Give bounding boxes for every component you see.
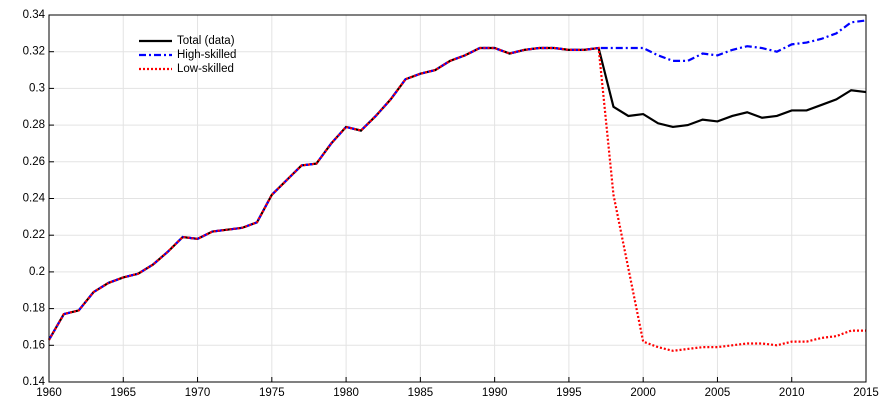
y-tick-label: 0.3 — [29, 82, 45, 94]
x-tick-label: 2000 — [630, 387, 656, 399]
series-line — [48, 46, 866, 352]
legend-label: Low-skilled — [177, 63, 234, 75]
y-tick-label: 0.18 — [23, 303, 45, 315]
x-tick-label: 2010 — [779, 387, 805, 399]
y-tick-label: 0.14 — [23, 376, 46, 388]
x-tick-label: 1975 — [259, 387, 285, 399]
x-tick-label: 1965 — [110, 387, 136, 399]
y-tick-label: 0.34 — [23, 9, 46, 21]
x-tick-label: 1995 — [556, 387, 582, 399]
x-tick-label: 1960 — [36, 387, 62, 399]
y-tick-label: 0.32 — [23, 46, 45, 58]
legend-label: High-skilled — [177, 49, 236, 61]
y-tick-label: 0.24 — [23, 193, 46, 205]
x-tick-label: 1980 — [333, 387, 359, 399]
y-tick-label: 0.22 — [23, 229, 45, 241]
x-tick-label: 1990 — [482, 387, 508, 399]
legend: Total (data) High-skilled Low-skilled — [139, 35, 236, 75]
series-line — [48, 46, 867, 341]
series-line — [48, 19, 867, 341]
x-tick-label: 2005 — [705, 387, 731, 399]
y-tick-label: 0.16 — [23, 339, 45, 351]
x-tick-label: 1985 — [408, 387, 434, 399]
x-tick-label: 1970 — [185, 387, 211, 399]
y-tick-label: 0.26 — [23, 156, 45, 168]
x-tick-label: 2015 — [853, 387, 879, 399]
y-tick-label: 0.28 — [23, 119, 45, 131]
y-tick-label: 0.2 — [29, 266, 45, 278]
plot-frame — [48, 14, 867, 383]
legend-label: Total (data) — [177, 35, 235, 47]
